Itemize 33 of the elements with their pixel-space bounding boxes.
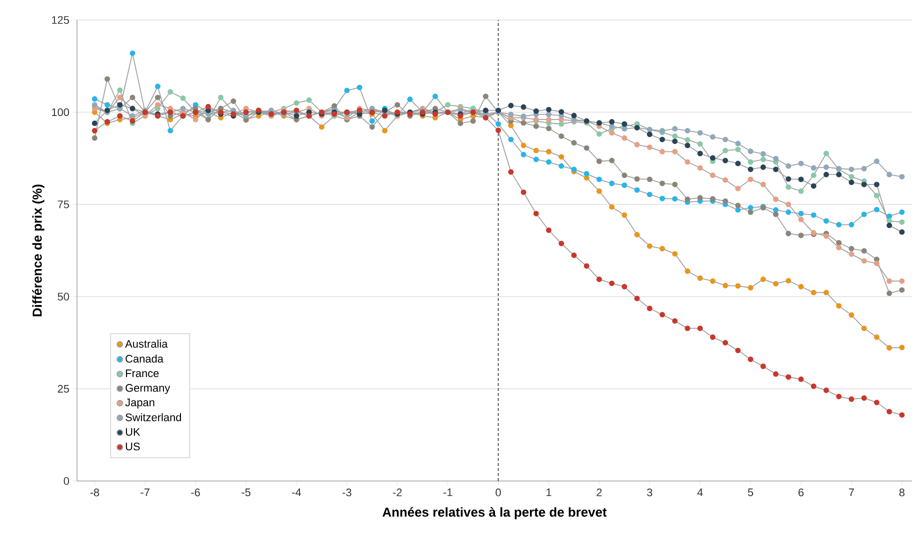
- legend-label: UK: [126, 428, 140, 436]
- x-tick-label: 3: [647, 488, 652, 496]
- x-tick-label: -2: [392, 488, 402, 496]
- x-tick-label: -4: [292, 488, 302, 496]
- y-tick-label: 25: [58, 384, 70, 393]
- y-tick-label: 100: [52, 108, 70, 116]
- x-tick-label: -6: [191, 488, 200, 496]
- legend-label: Canada: [126, 354, 164, 363]
- x-tick-label: 8: [899, 488, 904, 496]
- legend-label: Australia: [125, 340, 168, 348]
- y-axis-title: Différence de prix (%): [32, 184, 44, 316]
- x-tick-label: 2: [596, 488, 602, 496]
- legend-label: Switzerland: [126, 413, 182, 422]
- legend-label: Japan: [125, 398, 154, 408]
- y-tick-label: 50: [58, 292, 70, 300]
- x-tick-label: 6: [798, 488, 804, 496]
- x-tick-label: 1: [546, 488, 552, 496]
- x-tick-label: -1: [443, 488, 452, 496]
- x-tick-label: -7: [140, 488, 150, 496]
- x-tick-label: 4: [697, 488, 703, 496]
- y-tick-label: 125: [52, 16, 70, 24]
- x-tick-label: -8: [90, 488, 100, 496]
- x-axis-title: Années relatives à la perte de brevet: [382, 507, 607, 520]
- x-tick-label: -5: [242, 488, 250, 496]
- y-tick-label: 75: [58, 200, 70, 208]
- x-tick-label: 0: [496, 488, 501, 496]
- x-tick-label: 7: [848, 488, 854, 496]
- legend-label: Germany: [126, 384, 170, 394]
- legend-label: US: [126, 442, 140, 450]
- legend-label: France: [126, 370, 159, 378]
- x-tick-label: 5: [748, 488, 754, 496]
- y-tick-label: 0: [64, 477, 70, 485]
- x-tick-label: -3: [342, 488, 352, 496]
